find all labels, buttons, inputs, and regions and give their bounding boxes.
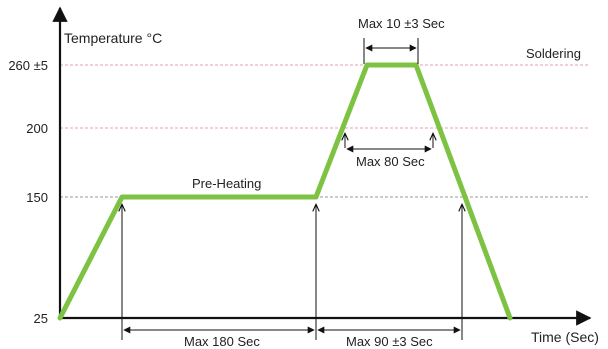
y-tick-label: 200 — [26, 121, 48, 136]
y-tick-label: 260 ±5 — [8, 58, 48, 73]
max-80-label: Max 80 Sec — [356, 154, 425, 169]
preheating-label: Pre-Heating — [192, 176, 261, 191]
y-tick-label: 150 — [26, 190, 48, 205]
soldering-label: Soldering — [526, 46, 581, 61]
max-90-label: Max 90 ±3 Sec — [346, 334, 433, 349]
y-axis-label: Temperature °C — [64, 30, 162, 46]
temperature-profile-line — [57, 62, 513, 321]
x-axis-label: Time (Sec) — [531, 329, 599, 345]
max-10-label: Max 10 ±3 Sec — [358, 16, 445, 31]
y-tick-label: 25 — [34, 311, 48, 326]
max-180-label: Max 180 Sec — [184, 334, 260, 349]
